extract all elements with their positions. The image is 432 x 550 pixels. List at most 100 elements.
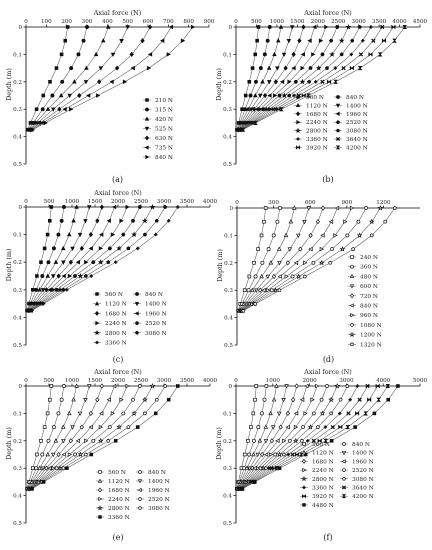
- legend-marker: [350, 313, 355, 318]
- legend-marker: [296, 137, 300, 141]
- data-point: [71, 397, 76, 402]
- data-point: [355, 384, 360, 388]
- data-point: [318, 259, 325, 266]
- data-point: [125, 25, 130, 30]
- data-point: [254, 384, 259, 388]
- series-2: [236, 206, 282, 313]
- data-point: [59, 52, 64, 57]
- data-point: [297, 38, 302, 44]
- legend-marker: [95, 292, 99, 296]
- legend-marker: [295, 102, 301, 108]
- legend-label: 2520 N: [346, 120, 368, 126]
- x-tick-label: 700: [163, 19, 174, 25]
- data-point: [99, 383, 105, 389]
- legend-item: 210 N: [143, 98, 173, 104]
- data-point: [58, 92, 64, 98]
- data-point: [350, 38, 355, 43]
- data-point: [367, 397, 372, 403]
- legend-label: 2520 N: [145, 321, 167, 327]
- data-point: [386, 397, 390, 402]
- data-point: [67, 93, 72, 99]
- data-point: [121, 411, 126, 416]
- legend-marker: [295, 127, 301, 133]
- data-point: [287, 93, 292, 98]
- legend-label: 735 N: [155, 146, 173, 152]
- data-point: [365, 383, 370, 389]
- legend-item: 840 N: [334, 95, 364, 101]
- series-line: [29, 26, 128, 130]
- legend-label: 560 N: [108, 470, 126, 476]
- legend-label: 2520 N: [148, 497, 170, 503]
- series-8: [240, 206, 369, 313]
- data-point: [335, 25, 340, 29]
- legend-item: 3360 N: [93, 341, 127, 347]
- series-15: [240, 384, 400, 491]
- data-point: [276, 411, 282, 417]
- data-point: [338, 397, 343, 402]
- x-tick-label: 4000: [392, 19, 407, 25]
- data-point: [45, 106, 51, 111]
- series-11: [239, 25, 373, 132]
- legend-label: 2800 N: [312, 477, 334, 483]
- data-point: [142, 232, 147, 237]
- x-tick-label: 500: [122, 19, 133, 25]
- x-axis-label: Axial force (N): [303, 9, 351, 17]
- legend-marker: [144, 116, 150, 121]
- data-point: [293, 411, 299, 416]
- data-point: [122, 79, 128, 85]
- x-tick-label: 5000: [413, 378, 428, 384]
- data-point: [86, 205, 92, 210]
- x-axis-label: Axial force (N): [93, 189, 141, 197]
- chart-panel-6: 0 1000 2000 3000 4000 5000 0 0.1 0.2 0.3 0.4 0.5 Axi…: [215, 368, 428, 542]
- legend-label: 3080 N: [145, 331, 167, 337]
- data-point: [311, 411, 316, 416]
- series-line: [28, 26, 88, 130]
- series-6: [29, 24, 174, 133]
- x-axis-label: Axial force (N): [93, 368, 141, 376]
- data-point: [306, 93, 311, 98]
- data-point: [68, 438, 74, 444]
- legend-item: 1400 N: [334, 103, 368, 109]
- series-10: [241, 205, 397, 313]
- data-point: [323, 425, 328, 429]
- series-5: [236, 24, 306, 133]
- chart-panel-2: 0 500 1000 1500 2000 2500 3000 3500 4000 4500 0 0.1…: [215, 9, 428, 184]
- legend-label: 600 N: [360, 284, 378, 290]
- data-point: [43, 120, 48, 126]
- x-tick-label: 2000: [111, 378, 126, 384]
- series-3: [237, 205, 297, 313]
- x-tick-label: 900: [341, 200, 352, 206]
- data-point: [125, 204, 130, 210]
- legend-item: 2800 N: [96, 505, 130, 512]
- legend-item: 3360 N: [294, 137, 328, 143]
- data-point: [154, 218, 159, 223]
- legend-label: 840 N: [148, 470, 166, 476]
- data-point: [258, 66, 263, 71]
- y-tick-label: 0.2: [223, 80, 232, 86]
- data-point: [119, 38, 124, 44]
- data-point: [346, 411, 351, 416]
- legend-label: 525 N: [155, 127, 173, 133]
- data-point: [299, 397, 305, 402]
- data-point: [66, 410, 72, 416]
- legend-marker: [336, 128, 340, 133]
- data-point: [119, 218, 124, 224]
- data-point: [402, 24, 407, 30]
- series-line: [28, 206, 90, 311]
- data-point: [121, 232, 126, 237]
- legend-label: 1400 N: [352, 451, 374, 457]
- data-point: [302, 219, 307, 225]
- legend-label: 3080 N: [352, 477, 374, 483]
- legend-item: 1080 N: [348, 323, 382, 329]
- data-point: [284, 384, 289, 389]
- legend-marker: [144, 126, 150, 132]
- legend-item: 735 N: [143, 145, 173, 152]
- y-tick-label: 0.2: [223, 439, 232, 445]
- data-point: [287, 438, 292, 443]
- data-point: [113, 439, 118, 443]
- legend-label: 3360 N: [306, 137, 328, 143]
- legend-marker: [145, 107, 149, 112]
- data-point: [253, 52, 258, 57]
- legend-item: 2520 N: [133, 321, 167, 327]
- legend-marker: [296, 95, 300, 99]
